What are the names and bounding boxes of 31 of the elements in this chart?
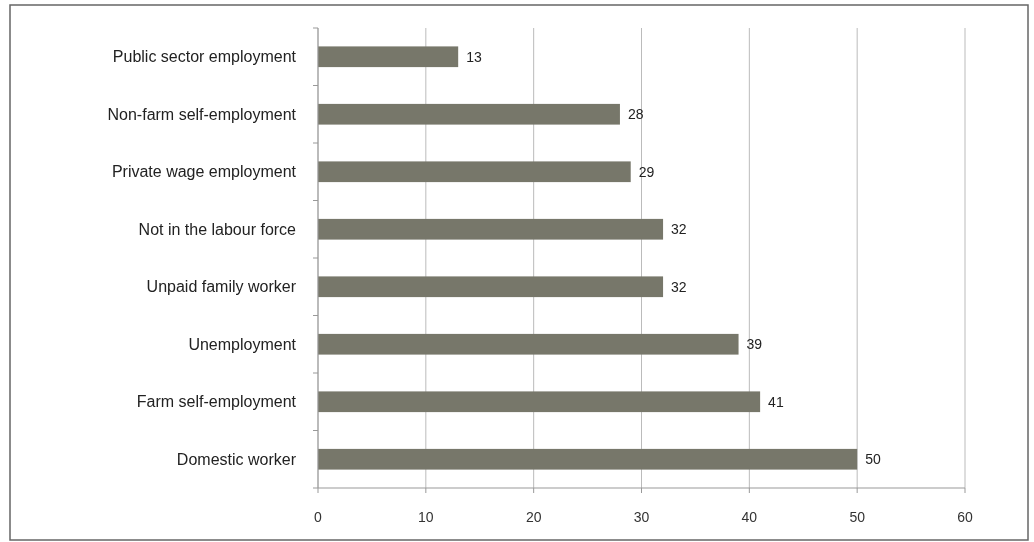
y-tick-label: Domestic worker (176, 450, 297, 468)
data-label: 29 (638, 163, 655, 180)
bar (318, 448, 858, 470)
bar (318, 333, 739, 355)
x-tick-label: 20 (525, 509, 542, 525)
y-tick-label: Private wage employment (111, 163, 297, 181)
bar (318, 276, 664, 298)
y-tick-label: Not in the labour force (138, 220, 297, 238)
bar (318, 161, 631, 183)
y-tick-label: Unpaid family worker (146, 278, 297, 296)
bar (318, 46, 459, 68)
bar (318, 391, 761, 413)
data-label: 13 (466, 48, 482, 65)
y-tick-label: Unemployment (188, 335, 297, 353)
bar (318, 218, 664, 240)
y-tick-label: Non-farm self-employment (107, 105, 297, 123)
data-label: 41 (768, 393, 784, 410)
x-tick-label: 50 (849, 509, 866, 525)
data-label: 39 (746, 336, 763, 353)
data-label: 32 (671, 221, 687, 238)
y-tick-label: Farm self-employment (136, 393, 297, 411)
data-label: 32 (671, 278, 687, 295)
x-tick-label: 10 (418, 509, 434, 525)
bar (318, 103, 620, 125)
x-tick-label: 60 (957, 509, 973, 525)
y-tick-label: Public sector employment (112, 48, 297, 66)
data-label: 28 (627, 106, 644, 123)
x-tick-label: 40 (741, 509, 758, 525)
x-tick-label: 0 (314, 509, 323, 525)
data-label: 50 (865, 451, 881, 468)
x-tick-label: 30 (633, 509, 650, 525)
